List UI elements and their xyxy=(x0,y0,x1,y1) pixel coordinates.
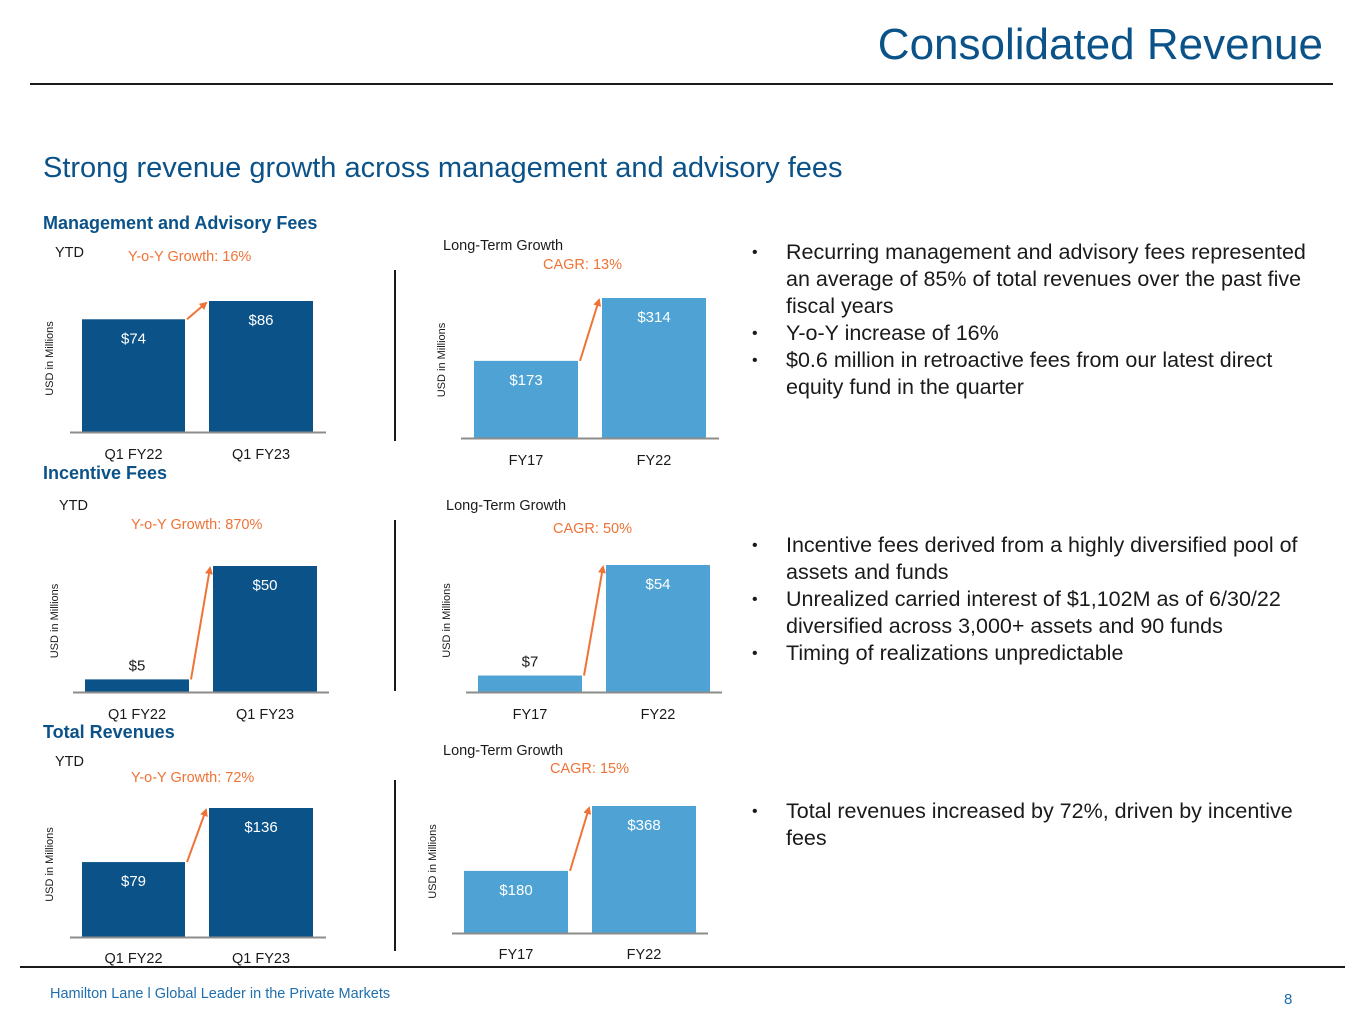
x-tick-label: Q1 FY23 xyxy=(232,951,290,967)
bar-fy22 xyxy=(602,298,706,438)
footer-divider xyxy=(20,966,1345,968)
bullets-management-fees: Recurring management and advisory fees r… xyxy=(752,239,1322,401)
growth-annotation: CAGR: 50% xyxy=(553,521,632,537)
bullet-item: Incentive fees derived from a highly div… xyxy=(752,532,1322,586)
growth-annotation: CAGR: 13% xyxy=(543,257,622,273)
growth-arrow xyxy=(190,566,213,680)
bullet-item: $0.6 million in retroactive fees from ou… xyxy=(752,347,1322,401)
growth-arrow xyxy=(186,808,208,863)
chart-title: YTD xyxy=(55,754,84,770)
y-axis-label: USD in Millions xyxy=(441,583,453,658)
section-title-incentive-fees: Incentive Fees xyxy=(43,463,168,483)
section-title-total-revenues: Total Revenues xyxy=(43,722,175,742)
chart-title: Long-Term Growth xyxy=(446,498,566,514)
bullets-total-revenues: Total revenues increased by 72%, driven … xyxy=(752,798,1322,852)
data-label: $173 xyxy=(509,372,542,389)
y-axis-label: USD in Millions xyxy=(44,321,56,396)
bar-fy17 xyxy=(464,870,568,933)
growth-annotation: Y-o-Y Growth: 16% xyxy=(128,249,251,265)
bar-fy17 xyxy=(478,675,582,692)
x-tick-label: FY22 xyxy=(637,453,672,469)
data-label: $136 xyxy=(244,819,277,836)
chart-title: Long-Term Growth xyxy=(443,238,563,254)
x-tick-label: Q1 FY23 xyxy=(232,447,290,463)
bar-fy22 xyxy=(592,806,696,933)
data-label: $54 xyxy=(645,576,670,593)
data-label: $7 xyxy=(522,654,539,671)
data-label: $5 xyxy=(129,657,146,674)
growth-arrow xyxy=(583,565,606,676)
growth-annotation: CAGR: 15% xyxy=(550,761,629,777)
data-label: $74 xyxy=(121,330,146,347)
bullet-item: Y-o-Y increase of 16% xyxy=(752,320,1322,347)
bullet-item: Recurring management and advisory fees r… xyxy=(752,239,1322,320)
bullet-item: Timing of realizations unpredictable xyxy=(752,640,1322,667)
x-tick-label: FY17 xyxy=(513,707,548,723)
footer-text: Hamilton Lane l Global Leader in the Pri… xyxy=(50,986,391,1002)
x-tick-label: FY17 xyxy=(499,947,534,963)
growth-annotation: Y-o-Y Growth: 72% xyxy=(131,770,254,786)
section-title-management-fees: Management and Advisory Fees xyxy=(43,213,318,233)
data-label: $368 xyxy=(627,817,660,834)
data-label: $79 xyxy=(121,873,146,890)
bar-q1-fy22 xyxy=(85,679,189,692)
data-label: $180 xyxy=(499,882,532,899)
y-axis-label: USD in Millions xyxy=(436,322,448,397)
y-axis-label: USD in Millions xyxy=(44,827,56,902)
x-tick-label: FY17 xyxy=(509,453,544,469)
bar-q1-fy23 xyxy=(209,808,313,937)
x-tick-label: Q1 FY22 xyxy=(108,707,166,723)
x-tick-label: Q1 FY23 xyxy=(236,707,294,723)
bar-q1-fy22 xyxy=(82,319,185,432)
chart-title: YTD xyxy=(59,498,88,514)
chart-divider xyxy=(394,270,396,441)
growth-arrow xyxy=(186,301,208,321)
data-label: $314 xyxy=(637,309,670,326)
bar-q1-fy23 xyxy=(213,566,317,692)
data-label: $86 xyxy=(248,312,273,329)
bar-q1-fy22 xyxy=(82,862,185,937)
bullet-item: Total revenues increased by 72%, driven … xyxy=(752,798,1322,852)
chart-divider xyxy=(394,520,396,691)
data-label: $50 xyxy=(252,577,277,594)
bar-q1-fy23 xyxy=(209,301,313,432)
page-subtitle: Strong revenue growth across management … xyxy=(43,152,843,184)
page-number: 8 xyxy=(1284,991,1293,1008)
x-tick-label: Q1 FY22 xyxy=(104,951,162,967)
bullet-item: Unrealized carried interest of $1,102M a… xyxy=(752,586,1322,640)
growth-arrow xyxy=(579,298,602,362)
bullets-incentive-fees: Incentive fees derived from a highly div… xyxy=(752,532,1322,667)
y-axis-label: USD in Millions xyxy=(49,583,61,658)
growth-annotation: Y-o-Y Growth: 870% xyxy=(131,517,262,533)
chart-divider xyxy=(394,780,396,951)
x-tick-label: FY22 xyxy=(627,947,662,963)
growth-arrow xyxy=(569,806,592,872)
title-divider xyxy=(30,83,1333,85)
chart-title: YTD xyxy=(55,245,84,261)
chart-title: Long-Term Growth xyxy=(443,743,563,759)
bar-fy22 xyxy=(606,565,710,692)
bar-fy17 xyxy=(474,360,578,438)
page-title: Consolidated Revenue xyxy=(877,20,1323,69)
x-tick-label: FY22 xyxy=(641,707,676,723)
y-axis-label: USD in Millions xyxy=(427,824,439,899)
x-tick-label: Q1 FY22 xyxy=(104,447,162,463)
